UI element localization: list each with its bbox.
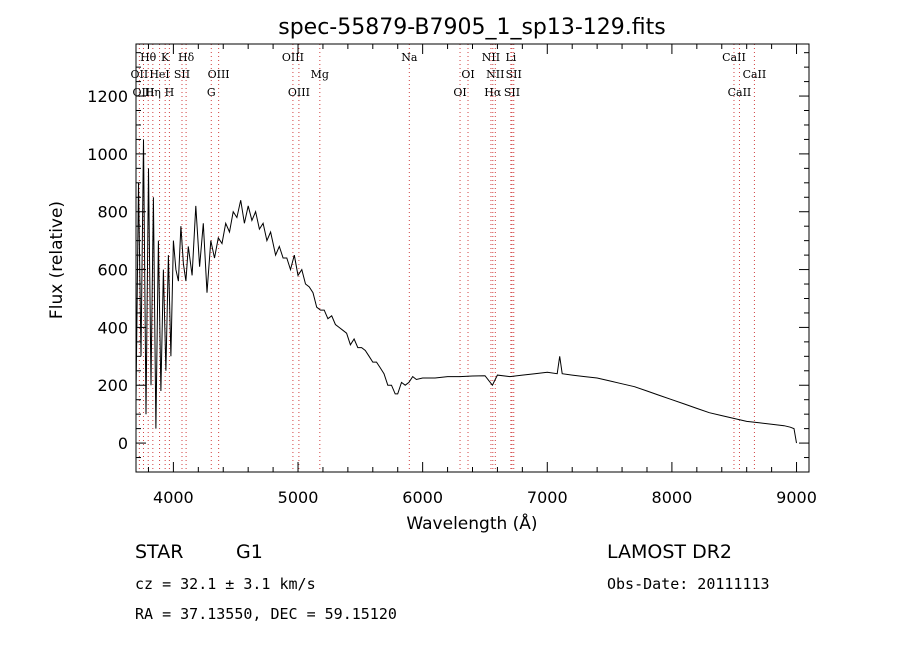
- tick-label: 8000: [652, 488, 693, 507]
- redshift-velocity: cz = 32.1 ± 3.1 km/s: [135, 575, 316, 593]
- axis-ticks: 4000 5000 6000 7000 8000 9000 0 200 400 600 800 100…: [87, 44, 817, 507]
- spectral-line-markers: [138, 44, 755, 472]
- tick-label: 6000: [402, 488, 443, 507]
- spectral-line-label: OIII: [208, 68, 230, 81]
- sky-coordinates: RA = 37.13550, DEC = 59.15120: [135, 605, 397, 623]
- spectral-line-label: OII: [131, 68, 149, 81]
- spectral-line-label: OI: [461, 68, 474, 81]
- tick-label: 4000: [153, 488, 194, 507]
- spectral-line-label: CaII: [743, 68, 767, 81]
- spectral-line-label: Mg: [311, 68, 329, 81]
- spectral-line-label: OIII: [288, 86, 310, 99]
- spectral-line-label: Hη: [145, 86, 161, 99]
- survey-name: LAMOST DR2: [607, 541, 732, 563]
- tick-label: 400: [97, 318, 128, 337]
- spectral-line-label: H: [165, 86, 175, 99]
- y-axis-label: Flux (relative): [47, 201, 67, 319]
- tick-label: 200: [97, 376, 128, 395]
- spectral-line-label: CaII: [722, 51, 746, 64]
- observation-date: Obs-Date: 20111113: [607, 575, 770, 593]
- spectral-line-label: Li: [505, 51, 516, 64]
- spectral-line-label: SII: [174, 68, 190, 81]
- spectral-line-label: K: [161, 51, 170, 64]
- chart-title: spec-55879-B7905_1_sp13-129.fits: [278, 15, 666, 40]
- tick-label: 5000: [278, 488, 319, 507]
- spectral-line-label: OIII: [282, 51, 304, 64]
- spectral-line-label: NII: [486, 68, 504, 81]
- spectral-line-label: Na: [401, 51, 418, 64]
- spectral-line-label: CaII: [728, 86, 752, 99]
- plot-frame: [135, 43, 810, 473]
- spectrum-series-line: [135, 139, 797, 444]
- x-axis-label: Wavelength (Å): [406, 512, 537, 534]
- tick-label: 7000: [527, 488, 568, 507]
- spectral-line-label: SII: [506, 68, 522, 81]
- tick-label: 1200: [87, 87, 128, 106]
- spectral-line-label: HeI: [149, 68, 169, 81]
- spectral-line-label: G: [207, 86, 216, 99]
- spectral-line-label: Hθ: [140, 51, 157, 64]
- tick-label: 0: [118, 434, 128, 453]
- tick-label: 600: [97, 261, 128, 280]
- tick-label: 1000: [87, 145, 128, 164]
- tick-label: 9000: [776, 488, 817, 507]
- spectral-line-label: NII: [482, 51, 500, 64]
- object-class: STAR: [135, 541, 184, 563]
- spectral-line-label: SII: [504, 86, 520, 99]
- spectral-line-label: Hα: [484, 86, 502, 99]
- tick-label: 800: [97, 203, 128, 222]
- spectral-line-label: Hδ: [178, 51, 195, 64]
- spectral-line-label: OI: [453, 86, 466, 99]
- object-subclass: G1: [236, 541, 263, 563]
